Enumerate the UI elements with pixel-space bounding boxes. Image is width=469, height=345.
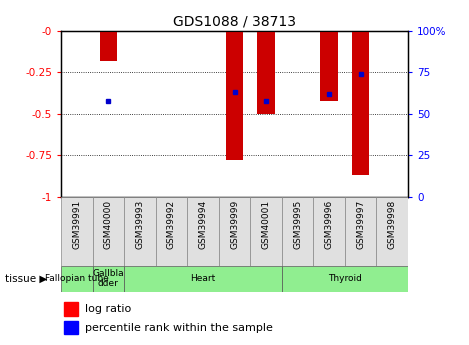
Bar (282, 266, 408, 292)
Text: GSM39998: GSM39998 (388, 200, 397, 249)
Text: Gallbla
dder: Gallbla dder (92, 269, 124, 288)
Bar (345, 197, 377, 266)
Bar (320, 31, 338, 101)
Bar (64, 302, 78, 316)
Title: GDS1088 / 38713: GDS1088 / 38713 (173, 14, 296, 29)
Bar (250, 197, 282, 266)
Bar (92, 266, 124, 292)
Bar (92, 197, 124, 266)
Text: Heart: Heart (190, 274, 216, 283)
Bar (219, 197, 250, 266)
Bar (313, 197, 345, 266)
Text: GSM39991: GSM39991 (72, 200, 81, 249)
Bar (61, 266, 92, 292)
Bar (377, 197, 408, 266)
Text: Thyroid: Thyroid (328, 274, 362, 283)
Bar (257, 31, 275, 114)
Bar (352, 31, 370, 175)
Bar (124, 266, 282, 292)
Text: Fallopian tube: Fallopian tube (45, 274, 109, 283)
Bar (61, 197, 92, 266)
Text: log ratio: log ratio (85, 304, 131, 314)
Bar (64, 321, 78, 335)
Text: GSM39999: GSM39999 (230, 200, 239, 249)
Text: GSM39992: GSM39992 (167, 200, 176, 249)
Text: percentile rank within the sample: percentile rank within the sample (85, 323, 273, 333)
Text: GSM39994: GSM39994 (198, 200, 207, 249)
Bar (124, 197, 156, 266)
Text: GSM39996: GSM39996 (325, 200, 333, 249)
Text: GSM40000: GSM40000 (104, 200, 113, 249)
Text: GSM39993: GSM39993 (136, 200, 144, 249)
Bar (282, 197, 313, 266)
Bar (156, 197, 187, 266)
Text: GSM40001: GSM40001 (262, 200, 271, 249)
Text: GSM39997: GSM39997 (356, 200, 365, 249)
Text: GSM39995: GSM39995 (293, 200, 302, 249)
Bar (226, 31, 243, 160)
Bar (99, 31, 117, 61)
Bar (187, 197, 219, 266)
Text: tissue ▶: tissue ▶ (5, 274, 47, 284)
